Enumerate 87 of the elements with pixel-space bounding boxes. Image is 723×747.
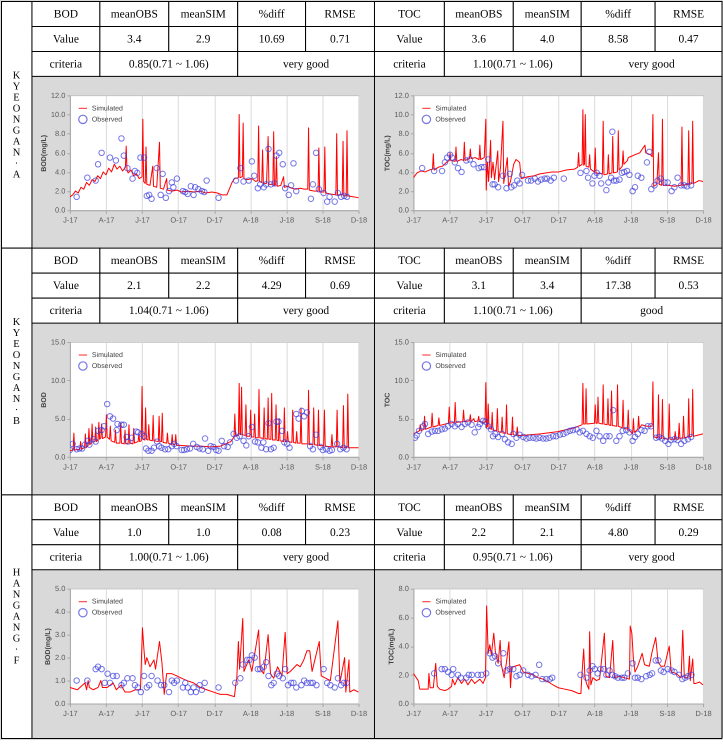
text: 3.4 xyxy=(540,280,555,292)
text: Value xyxy=(396,526,422,539)
text: BOD xyxy=(54,502,78,514)
text: 0.08 xyxy=(262,526,282,539)
text: 0.29 xyxy=(678,526,699,539)
text: meanSIM xyxy=(180,255,226,268)
text: 3.6 xyxy=(472,33,486,46)
text: 1.00(0.71 ~ 1.06) xyxy=(128,552,209,564)
text: Value xyxy=(396,280,422,292)
text: %diff xyxy=(258,502,285,514)
text: meanOBS xyxy=(110,502,158,514)
text: very good xyxy=(282,552,330,564)
line-series xyxy=(70,382,359,452)
text: %diff xyxy=(605,8,632,20)
text: %diff xyxy=(258,255,285,268)
text: 2.1 xyxy=(127,280,142,292)
text: 0.53 xyxy=(678,280,699,292)
text: RMSE xyxy=(324,255,356,268)
text: Value xyxy=(52,526,79,539)
text: criteria xyxy=(393,58,426,70)
text: 2.9 xyxy=(196,33,211,46)
text: TOC xyxy=(398,255,422,268)
text: RMSE xyxy=(324,502,356,514)
text: criteria xyxy=(393,552,426,564)
text: meanOBS xyxy=(455,502,502,514)
text: meanSIM xyxy=(524,8,570,20)
text: 2.1 xyxy=(540,526,555,539)
text: meanOBS xyxy=(455,255,502,268)
text: criteria xyxy=(50,552,82,564)
text: meanOBS xyxy=(110,8,158,20)
text: %diff xyxy=(605,255,632,268)
line-series xyxy=(70,114,359,198)
text: criteria xyxy=(50,305,82,318)
text: very good xyxy=(628,58,675,70)
text: 3.1 xyxy=(472,280,486,292)
chart-title: KYEONGAN·B xyxy=(12,317,20,427)
text: 0.95(0.71 ~ 1.06) xyxy=(472,552,553,564)
text: 10.69 xyxy=(258,33,285,46)
text: TOC xyxy=(398,502,422,514)
text: 8.58 xyxy=(608,33,628,46)
line-series xyxy=(70,618,359,698)
text: 0.23 xyxy=(330,526,350,539)
text: RMSE xyxy=(672,8,704,20)
text: %diff xyxy=(258,8,285,20)
text: 0.47 xyxy=(678,33,699,46)
text: 0.71 xyxy=(330,33,350,46)
text: RMSE xyxy=(672,255,704,268)
text: criteria xyxy=(50,58,82,70)
text: BOD xyxy=(54,255,78,268)
text: 0.69 xyxy=(330,280,350,292)
text: TOC xyxy=(398,8,422,20)
text: very good xyxy=(282,305,330,318)
line-series xyxy=(413,605,704,694)
text: 1.10(0.71 ~ 1.06) xyxy=(472,305,553,318)
text: 1.10(0.71 ~ 1.06) xyxy=(472,58,553,70)
text: criteria xyxy=(393,305,426,318)
text: 17.38 xyxy=(605,280,632,292)
line-series xyxy=(413,109,704,191)
text: very good xyxy=(628,552,675,564)
text: meanSIM xyxy=(180,8,226,20)
text: 1.0 xyxy=(127,526,142,539)
text: BOD xyxy=(54,8,78,20)
text: 2.2 xyxy=(196,280,211,292)
text: good xyxy=(640,305,664,318)
text: meanOBS xyxy=(110,255,158,268)
text: meanSIM xyxy=(180,502,226,514)
chart-title: HANGANG·F xyxy=(12,568,20,667)
text: %diff xyxy=(605,502,632,514)
text: 4.80 xyxy=(608,526,628,539)
text: Value xyxy=(396,33,422,46)
text: Value xyxy=(52,33,79,46)
text: meanSIM xyxy=(524,502,570,514)
line-series xyxy=(413,381,704,440)
text: 2.2 xyxy=(472,526,486,539)
text: 1.0 xyxy=(196,526,211,539)
text: 0.85(0.71 ~ 1.06) xyxy=(128,58,209,70)
text: 1.04(0.71 ~ 1.06) xyxy=(128,305,209,318)
text: 3.4 xyxy=(127,33,142,46)
text: meanOBS xyxy=(455,8,502,20)
text: 4.0 xyxy=(540,33,555,46)
text: very good xyxy=(282,58,330,70)
text: RMSE xyxy=(672,502,704,514)
text: meanSIM xyxy=(524,255,570,268)
chart-title: KYEONGAN·A xyxy=(12,70,20,180)
text: Value xyxy=(52,280,79,292)
text: RMSE xyxy=(324,8,356,20)
text: 4.29 xyxy=(262,280,282,292)
